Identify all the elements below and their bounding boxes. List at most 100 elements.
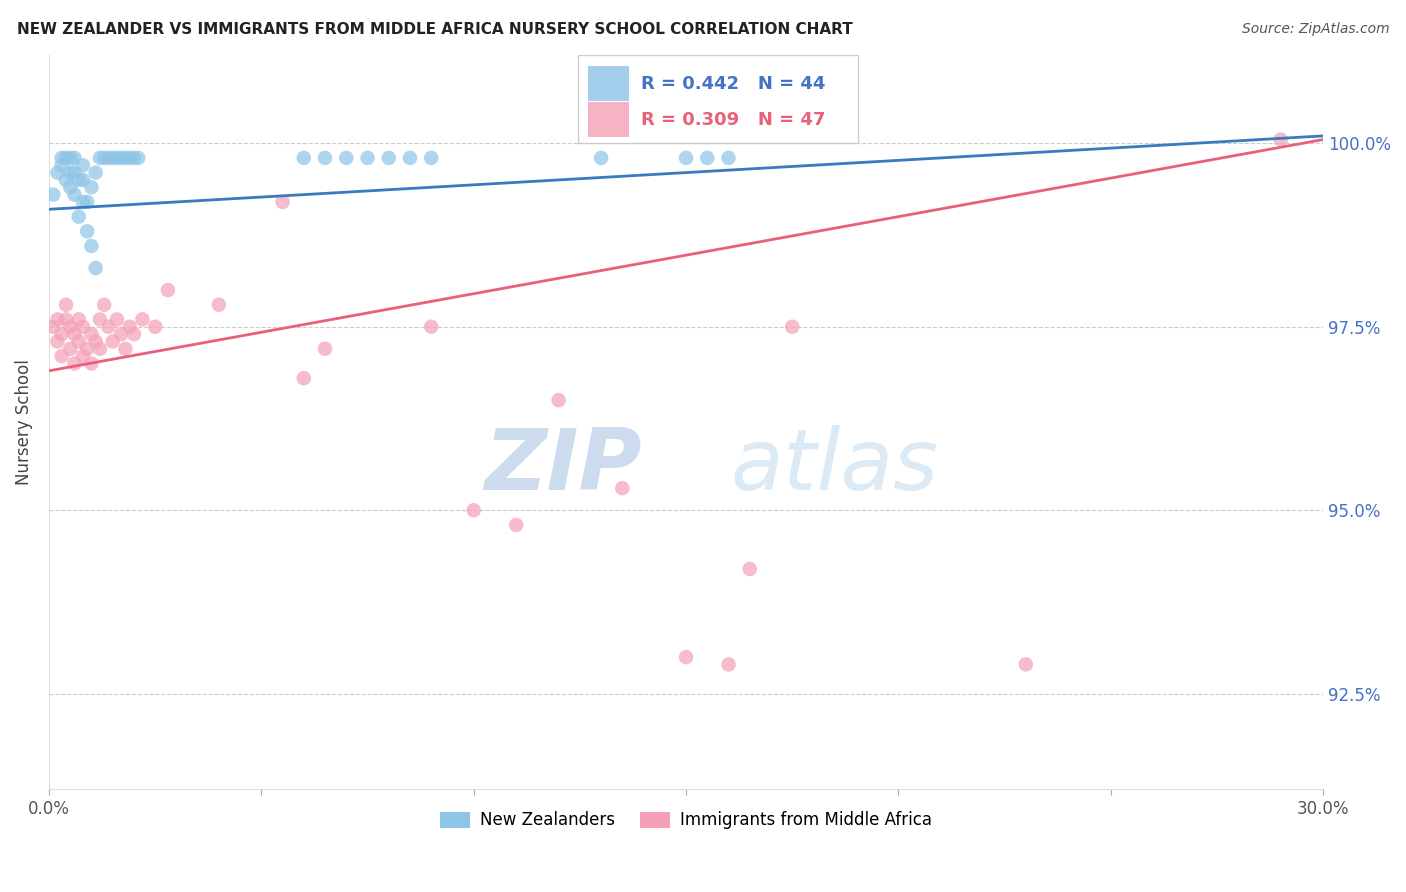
Point [335, 151, 357, 165]
Point [67, 312, 90, 326]
Point [72, 158, 94, 172]
Point [675, 151, 697, 165]
Point [63, 327, 86, 342]
Point [80, 327, 103, 342]
Point [76, 342, 98, 356]
Text: R = 0.442   N = 44: R = 0.442 N = 44 [641, 75, 825, 93]
Point [101, 334, 124, 349]
Point [46, 165, 69, 179]
Point [547, 393, 569, 408]
Text: NEW ZEALANDER VS IMMIGRANTS FROM MIDDLE AFRICA NURSERY SCHOOL CORRELATION CHART: NEW ZEALANDER VS IMMIGRANTS FROM MIDDLE … [17, 22, 852, 37]
Point [114, 342, 136, 356]
Point [780, 319, 803, 334]
Point [675, 650, 697, 665]
Point [271, 194, 294, 209]
Point [377, 151, 399, 165]
FancyBboxPatch shape [588, 66, 628, 102]
Point [59, 151, 82, 165]
Point [55, 298, 77, 312]
Point [63, 151, 86, 165]
Point [59, 342, 82, 356]
Y-axis label: Nursery School: Nursery School [15, 359, 32, 485]
Point [591, 151, 613, 165]
Point [208, 298, 231, 312]
Point [51, 349, 73, 363]
Point [463, 503, 485, 517]
Point [84, 334, 107, 349]
Point [110, 327, 132, 342]
Point [51, 327, 73, 342]
Point [717, 657, 740, 672]
Legend: New Zealanders, Immigrants from Middle Africa: New Zealanders, Immigrants from Middle A… [433, 805, 939, 836]
Point [1270, 132, 1292, 146]
Point [97, 319, 120, 334]
Point [55, 312, 77, 326]
Point [97, 151, 120, 165]
Point [80, 356, 103, 370]
Point [118, 319, 141, 334]
Point [143, 319, 166, 334]
Point [72, 173, 94, 187]
Point [59, 180, 82, 194]
Point [67, 334, 90, 349]
Point [105, 312, 128, 326]
Point [612, 481, 634, 495]
Point [42, 319, 65, 334]
Point [399, 151, 422, 165]
Point [63, 187, 86, 202]
Point [356, 151, 378, 165]
Point [93, 151, 115, 165]
Point [55, 173, 77, 187]
Point [110, 151, 132, 165]
Point [314, 151, 336, 165]
Point [72, 349, 94, 363]
Point [1015, 657, 1038, 672]
Point [505, 518, 527, 533]
Text: atlas: atlas [731, 425, 939, 508]
Point [89, 342, 111, 356]
Point [63, 356, 86, 370]
Text: Source: ZipAtlas.com: Source: ZipAtlas.com [1241, 22, 1389, 37]
Point [717, 151, 740, 165]
Point [122, 327, 145, 342]
Point [46, 312, 69, 326]
Point [131, 312, 153, 326]
Point [72, 319, 94, 334]
Point [46, 334, 69, 349]
Point [156, 283, 179, 297]
FancyBboxPatch shape [578, 55, 858, 144]
Point [420, 151, 443, 165]
Point [89, 312, 111, 326]
Point [89, 151, 111, 165]
Point [114, 151, 136, 165]
Point [292, 371, 315, 385]
Point [80, 239, 103, 253]
Point [80, 180, 103, 194]
Point [84, 260, 107, 275]
FancyBboxPatch shape [588, 102, 628, 137]
Point [76, 224, 98, 238]
Point [76, 194, 98, 209]
Point [101, 151, 124, 165]
Point [105, 151, 128, 165]
Point [59, 319, 82, 334]
Point [420, 319, 443, 334]
Point [67, 173, 90, 187]
Point [118, 151, 141, 165]
Point [67, 210, 90, 224]
Point [59, 165, 82, 179]
Point [84, 165, 107, 179]
Point [55, 151, 77, 165]
Point [51, 151, 73, 165]
Point [63, 165, 86, 179]
Point [42, 187, 65, 202]
Point [292, 151, 315, 165]
Point [122, 151, 145, 165]
Point [72, 194, 94, 209]
Text: R = 0.309   N = 47: R = 0.309 N = 47 [641, 111, 825, 128]
Point [738, 562, 761, 576]
Point [51, 158, 73, 172]
Point [314, 342, 336, 356]
Text: ZIP: ZIP [484, 425, 641, 508]
Point [696, 151, 718, 165]
